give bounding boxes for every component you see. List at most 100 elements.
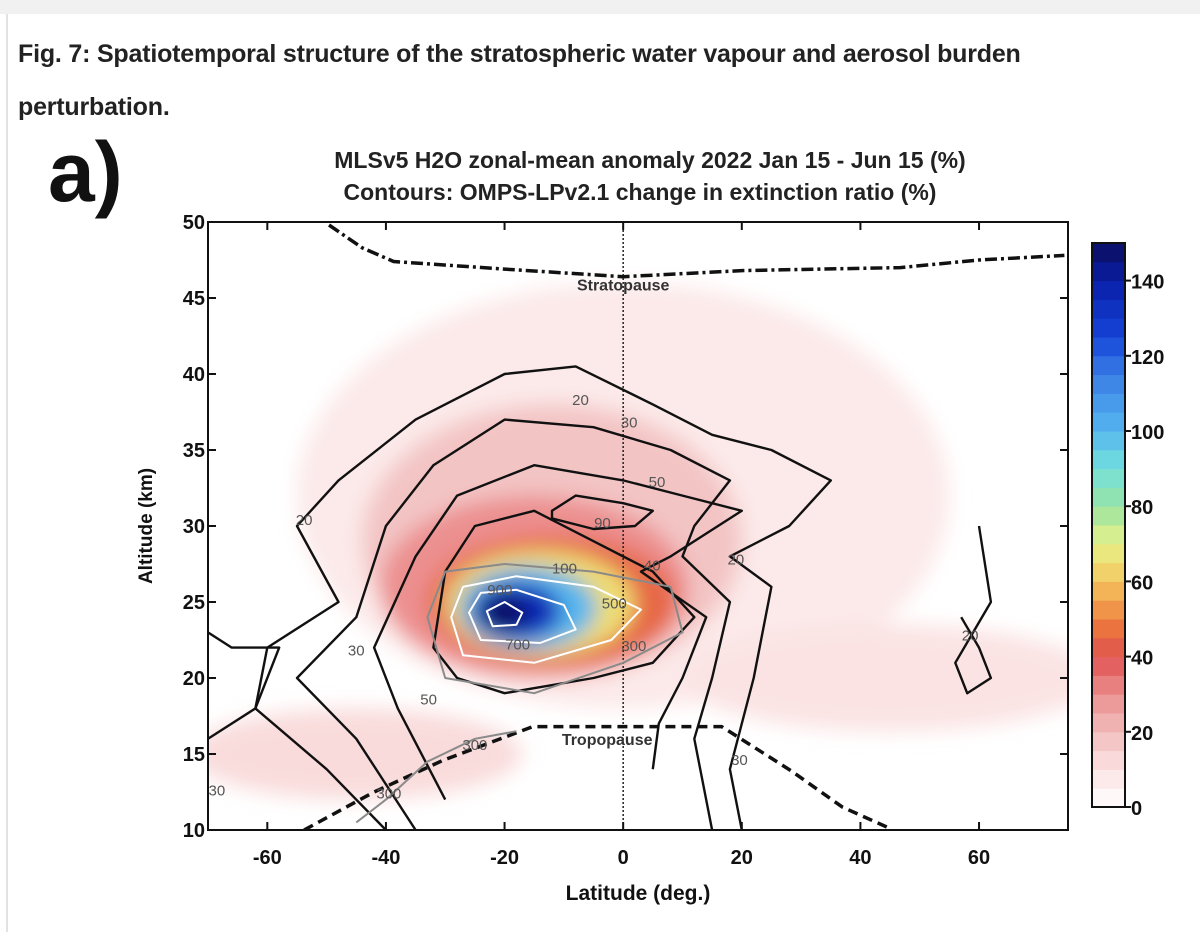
colorbar-band xyxy=(1092,731,1125,752)
contour-label: 20 xyxy=(296,512,313,529)
contour-label: 30 xyxy=(731,752,748,769)
y-tick-label: 25 xyxy=(183,592,205,614)
colorbar-tick-label: 20 xyxy=(1131,723,1153,745)
colorbar-band xyxy=(1092,506,1125,526)
contour-900 xyxy=(485,601,524,628)
colorbar-band xyxy=(1092,449,1125,470)
contour-label: 30 xyxy=(348,643,365,660)
contour-20 xyxy=(954,525,993,695)
colorbar-band xyxy=(1092,261,1125,282)
colorbar-band xyxy=(1092,337,1125,357)
colorbar-tick-label: 120 xyxy=(1131,347,1164,369)
contour-label: 500 xyxy=(602,596,627,613)
colorbar-band xyxy=(1092,600,1125,620)
colorbar-tick-label: 140 xyxy=(1131,272,1164,294)
colorbar: 0 20 40 60 80 100 120 140 xyxy=(1091,242,1164,820)
colorbar-band xyxy=(1092,637,1125,658)
colorbar-band xyxy=(1092,280,1125,300)
contour-label: 20 xyxy=(962,627,979,644)
colorbar-band xyxy=(1092,393,1125,413)
y-tick-label: 20 xyxy=(183,668,205,690)
y-tick-label: 35 xyxy=(183,440,205,462)
contour-label: 30 xyxy=(621,415,638,432)
contour-20 xyxy=(208,631,281,740)
y-tick-label: 40 xyxy=(183,364,205,386)
colorbar-band xyxy=(1092,619,1125,639)
colorbar-band xyxy=(1092,468,1125,488)
y-tick-label: 50 xyxy=(183,212,205,234)
contour-label: 700 xyxy=(505,637,530,654)
contour-700 xyxy=(468,588,577,644)
tropopause-label: Tropopause xyxy=(562,732,653,749)
chart-subtitle: Contours: OMPS-LPv2.1 change in extincti… xyxy=(344,179,937,205)
figure-title: Fig. 7: Spatiotemporal structure of the … xyxy=(18,40,1021,121)
y-axis: 10 15 20 25 30 35 40 45 50 xyxy=(183,212,1068,842)
top-bar xyxy=(0,0,1200,14)
y-tick-label: 10 xyxy=(183,820,205,842)
contour-label: 40 xyxy=(644,558,661,575)
chart-title: MLSv5 H2O zonal-mean anomaly 2022 Jan 15… xyxy=(334,147,965,173)
contour-label: 50 xyxy=(649,474,666,491)
colorbar-tick-label: 100 xyxy=(1131,422,1164,444)
x-tick-label: -40 xyxy=(371,847,400,869)
colorbar-band xyxy=(1092,299,1125,319)
contour-label: 30 xyxy=(209,782,226,799)
colorbar-band xyxy=(1092,412,1125,432)
plot-area: Stratopause Tropopause 20 30 50 90 100 40 20 900… xyxy=(208,222,1068,830)
contour-300 xyxy=(355,730,517,824)
y-axis-label: Altitude (km) xyxy=(136,468,157,584)
contour-300 xyxy=(426,563,684,695)
x-tick-label: 40 xyxy=(849,847,871,869)
colorbar-tick-label: 80 xyxy=(1131,497,1153,519)
colorbar-frame xyxy=(1091,242,1126,808)
colorbar-band xyxy=(1092,525,1125,545)
colorbar-band xyxy=(1092,562,1125,582)
colorbar-band xyxy=(1092,713,1125,733)
x-tick-label: 20 xyxy=(731,847,753,869)
y-tick-label: 15 xyxy=(183,744,205,766)
contour-label: 300 xyxy=(621,638,646,655)
x-axis-label: Latitude (deg.) xyxy=(566,882,711,905)
contour-label: 90 xyxy=(594,515,611,532)
contour-90 xyxy=(550,494,654,531)
contour-500 xyxy=(450,575,642,664)
colorbar-band xyxy=(1092,243,1125,263)
colorbar-tick-label: 0 xyxy=(1131,798,1142,820)
colorbar-band xyxy=(1092,675,1125,695)
anomaly-blob xyxy=(480,595,529,630)
x-tick-label: 0 xyxy=(618,847,629,869)
x-axis: -60 -40 -20 0 20 40 60 xyxy=(253,222,990,869)
contour-label: 900 xyxy=(487,582,512,599)
colorbar-band xyxy=(1092,694,1125,714)
colorbar-band xyxy=(1092,656,1125,676)
x-tick-label: -60 xyxy=(253,847,282,869)
y-tick-label: 30 xyxy=(183,516,205,538)
colorbar-band xyxy=(1092,431,1125,451)
colorbar-band xyxy=(1092,543,1125,564)
stratopause-line xyxy=(328,223,1065,279)
contour-labels: 20 30 50 90 100 40 20 900 500 700 300 20 30 50 300 300 3… xyxy=(209,392,979,803)
contour-30 xyxy=(295,418,732,830)
anomaly-blob xyxy=(682,624,1068,732)
left-border xyxy=(6,14,8,932)
contour-50 xyxy=(372,464,743,801)
contour-label: 20 xyxy=(728,551,745,568)
x-tick-label: 60 xyxy=(968,847,990,869)
colorbar-band xyxy=(1092,750,1125,770)
colorbar-band xyxy=(1092,769,1125,789)
colorbar-band xyxy=(1092,487,1125,507)
anomaly-blob xyxy=(208,708,523,800)
colorbar-tick-label: 60 xyxy=(1131,572,1153,594)
colorbar-tick-label: 40 xyxy=(1131,648,1153,670)
colorbar-band xyxy=(1092,318,1125,338)
colorbar-band xyxy=(1092,374,1125,394)
tropopause-line xyxy=(303,724,891,830)
contour-label: 300 xyxy=(376,786,401,803)
contour-label: 20 xyxy=(572,392,589,409)
contour-20 xyxy=(254,365,832,830)
contour-label: 50 xyxy=(420,691,437,708)
y-tick-label: 45 xyxy=(183,288,205,310)
colorbar-band xyxy=(1092,355,1125,376)
contour-label: 300 xyxy=(462,737,487,754)
